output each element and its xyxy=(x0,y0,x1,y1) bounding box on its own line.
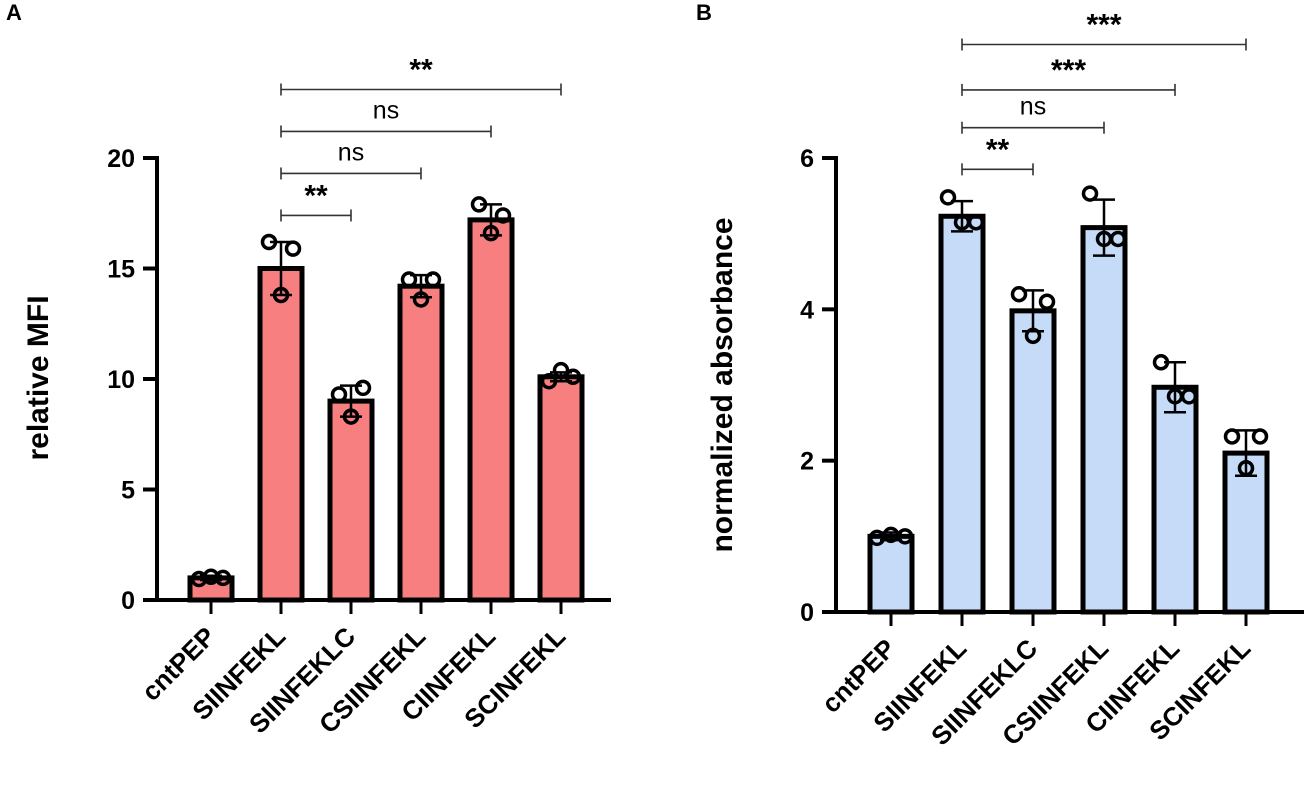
a-data-point xyxy=(260,233,278,251)
a-bar-siinfeklc xyxy=(327,398,375,603)
b-bar-csiinfekl xyxy=(1080,225,1128,615)
a-bar-ciinfekl xyxy=(467,217,515,603)
a-bar-siinfekl xyxy=(257,266,305,603)
a-y-tick-label: 15 xyxy=(107,256,135,284)
b-bar-siinfeklc xyxy=(1009,308,1057,615)
b-y-tick-label: 0 xyxy=(800,599,814,627)
a-data-point xyxy=(412,291,430,308)
a-data-point xyxy=(540,372,558,390)
a-bar-scinfekl xyxy=(537,374,585,603)
b-bar-siinfekl xyxy=(938,213,986,615)
a-data-point xyxy=(214,569,232,587)
b-significance-label: ** xyxy=(986,133,1010,166)
b-bar-ciinfekl xyxy=(1151,384,1199,615)
panel-b: B normalized absorbance 0246cntPEPSIINFE… xyxy=(696,0,1304,751)
a-y-tick-label: 5 xyxy=(121,477,135,505)
b-data-point xyxy=(939,189,957,206)
a-data-point xyxy=(482,224,500,242)
b-y-tick-label: 6 xyxy=(800,145,814,173)
a-data-point xyxy=(470,196,488,213)
b-significance-label: ns xyxy=(1020,93,1046,121)
b-data-point xyxy=(1180,388,1198,405)
b-significance-label: *** xyxy=(1051,54,1086,87)
a-data-point xyxy=(272,286,290,304)
b-y-tick-label: 4 xyxy=(800,296,814,324)
b-data-point xyxy=(1152,354,1170,371)
a-data-point xyxy=(564,368,582,386)
b-y-tick-label: 2 xyxy=(800,448,814,476)
a-significance-label: ** xyxy=(304,179,328,212)
b-data-point xyxy=(896,528,914,545)
a-significance-label: ns xyxy=(373,96,399,124)
panel-b-letter: B xyxy=(696,0,712,25)
a-y-tick-label: 20 xyxy=(107,145,135,173)
b-data-point xyxy=(1109,230,1127,248)
a-y-tick-label: 10 xyxy=(107,366,135,394)
a-data-point xyxy=(424,271,442,288)
a-y-tick-label: 0 xyxy=(121,587,135,615)
a-bar-csiinfekl xyxy=(397,283,445,603)
a-data-point xyxy=(342,408,360,425)
b-bar-cntpep xyxy=(867,533,915,615)
panel-a: A relative MFI 05101520cntPEPSIINFEKLSII… xyxy=(6,0,611,739)
a-significance-label: ns xyxy=(338,138,364,166)
a-data-point xyxy=(494,207,512,224)
b-data-point xyxy=(1237,459,1255,477)
b-data-point xyxy=(1251,428,1269,445)
b-significance-label: *** xyxy=(1086,9,1121,42)
b-data-point xyxy=(1010,285,1028,303)
a-data-point xyxy=(284,240,302,257)
panel-a-y-axis-title: relative MFI xyxy=(22,295,55,460)
b-data-point xyxy=(967,214,985,231)
b-data-point xyxy=(1024,327,1042,345)
a-significance-label: ** xyxy=(409,53,433,86)
b-data-point xyxy=(1038,293,1056,311)
panel-a-letter: A xyxy=(6,0,22,25)
a-data-point xyxy=(552,361,570,379)
a-data-point xyxy=(354,379,372,397)
b-data-point xyxy=(1081,185,1099,202)
b-data-point xyxy=(1223,428,1241,445)
a-data-point xyxy=(330,386,348,403)
a-data-point xyxy=(400,271,418,288)
panel-b-y-axis-title: normalized absorbance xyxy=(706,217,739,552)
